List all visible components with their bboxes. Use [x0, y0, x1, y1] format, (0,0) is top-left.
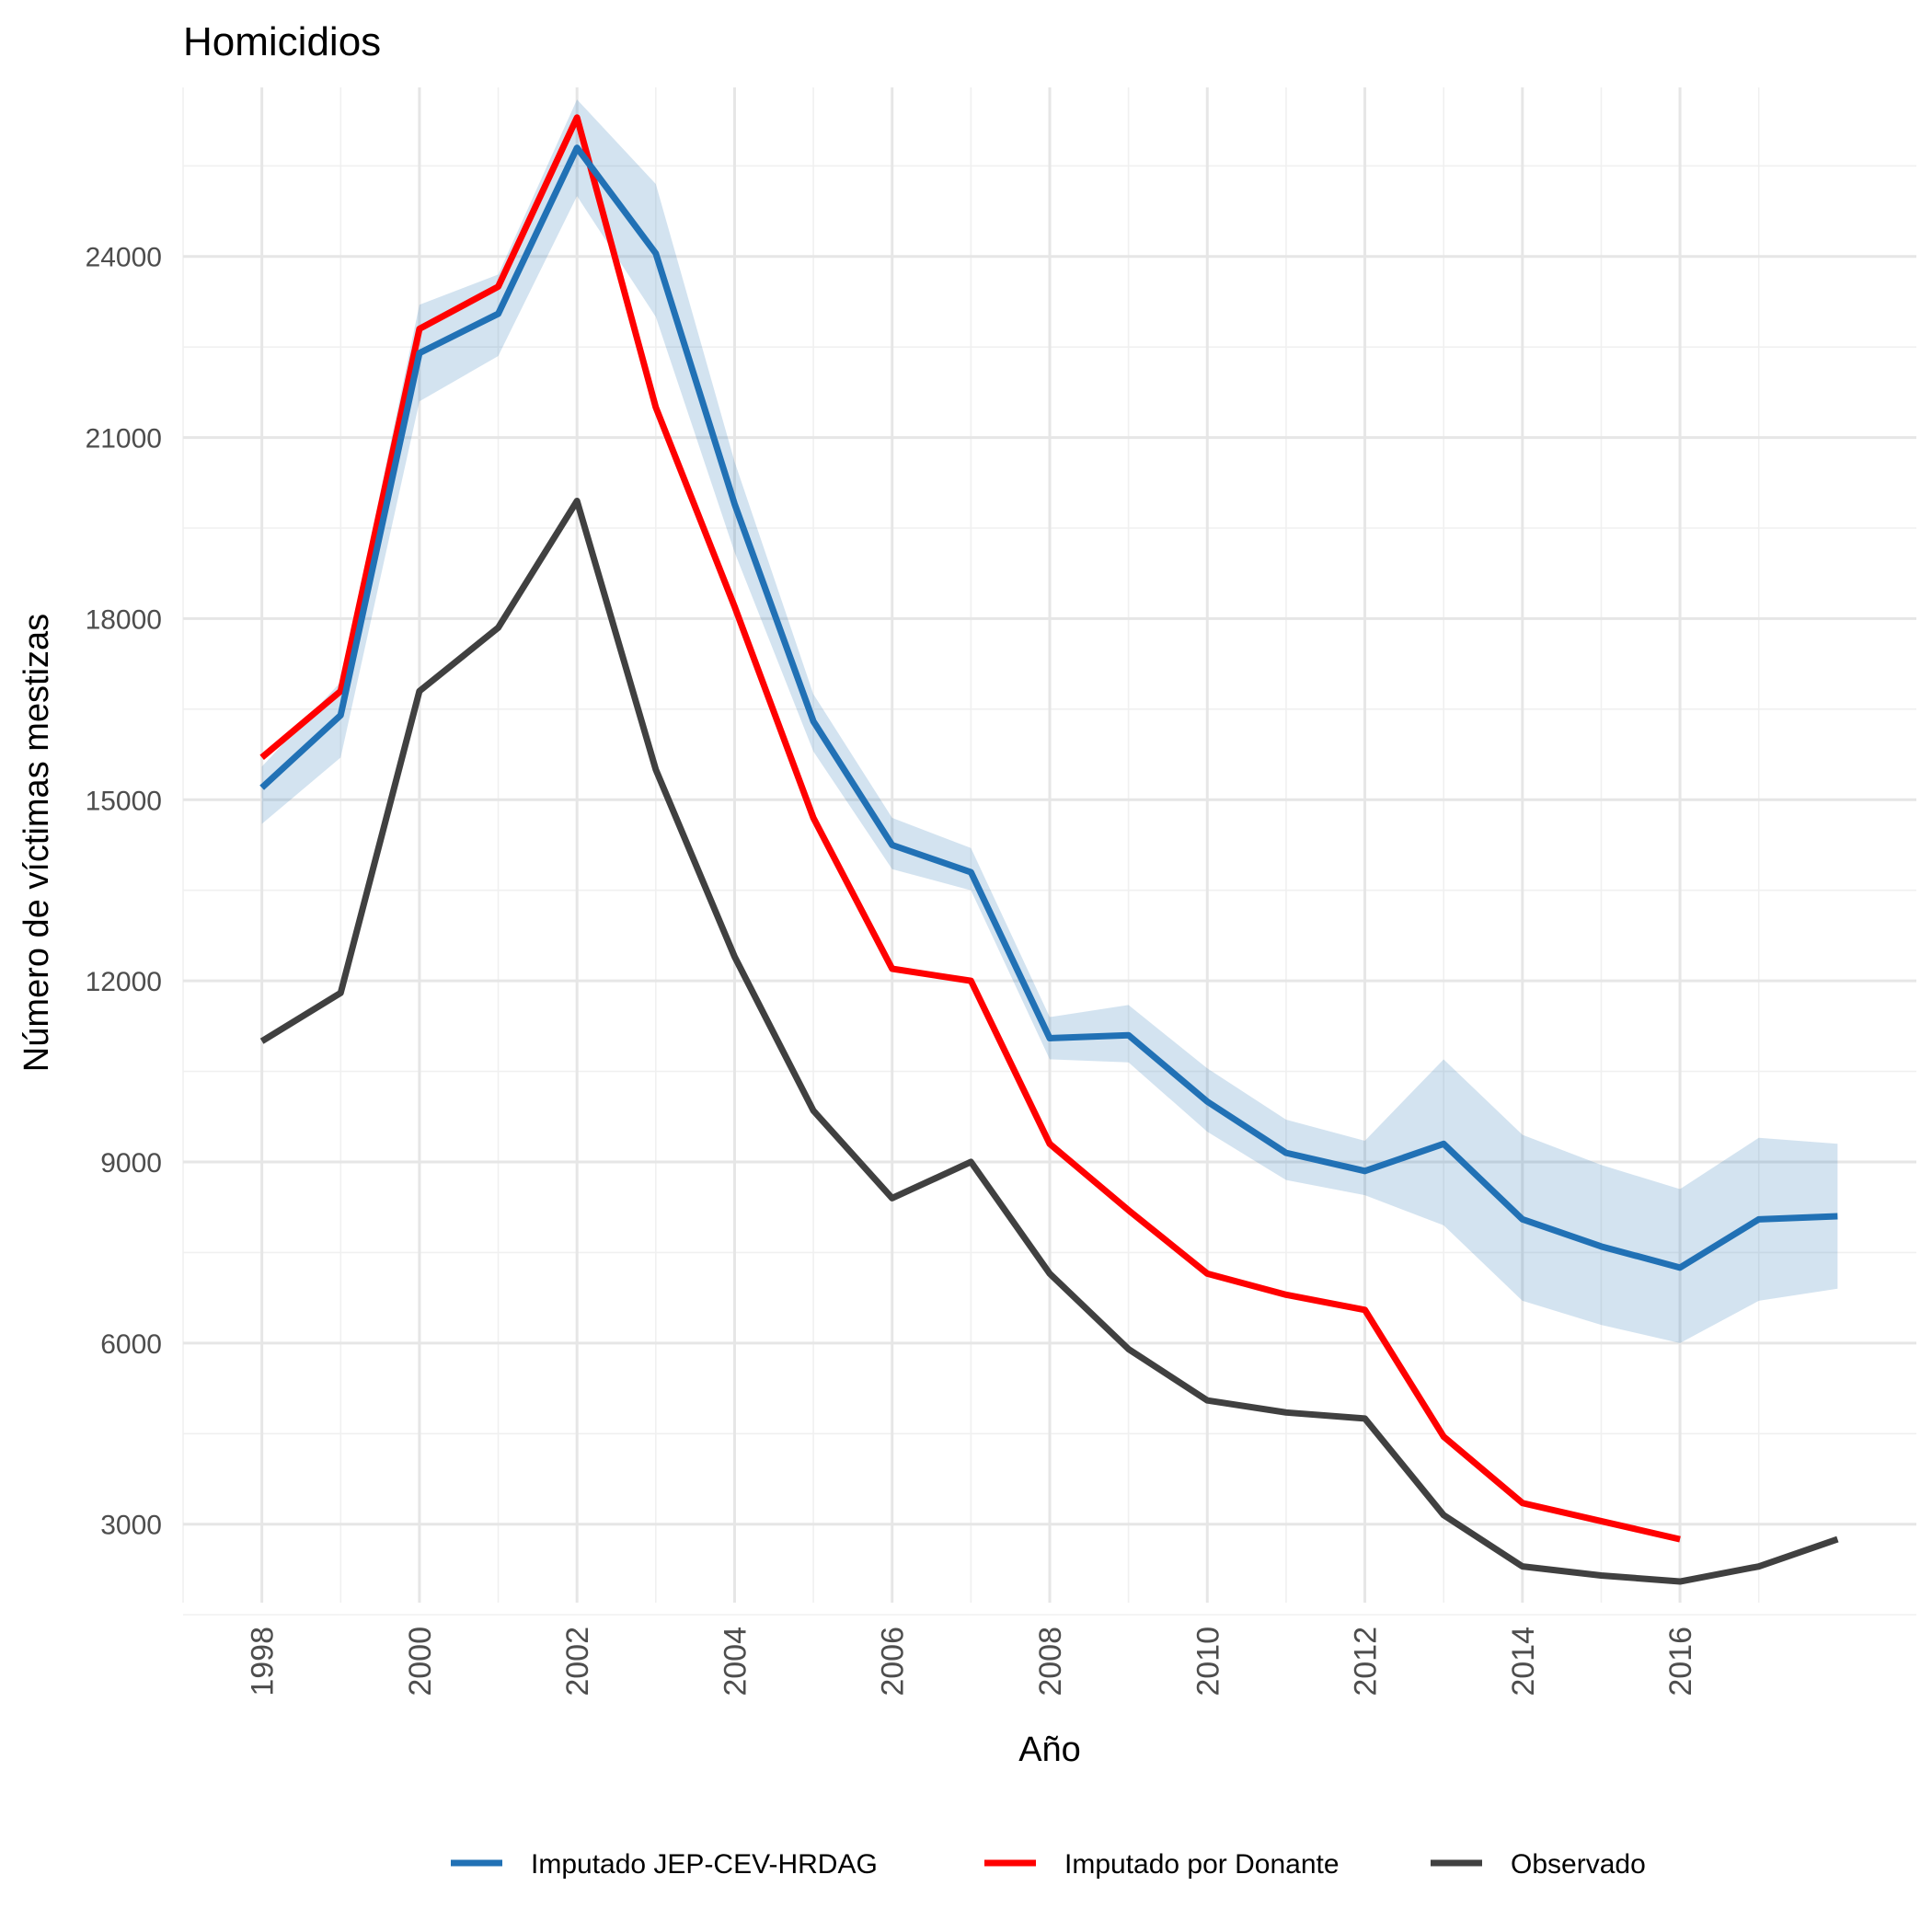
y-tick-label: 24000	[86, 243, 162, 273]
series-line	[259, 114, 1681, 1543]
legend-label: Imputado por Donante	[1064, 1849, 1340, 1880]
y-axis-tick-labels: 3000 6000 9000 12000 15000 18000 21000 24000	[86, 243, 162, 1541]
y-tick-label: 9000	[100, 1148, 162, 1179]
legend-label: Imputado JEP-CEV-HRDAG	[531, 1849, 878, 1880]
x-tick-label: 2008	[1033, 1627, 1068, 1696]
y-tick-label: 6000	[100, 1329, 162, 1360]
x-axis-label: Año	[1018, 1731, 1081, 1769]
y-tick-label: 12000	[86, 967, 162, 997]
x-tick-label: 2006	[876, 1627, 911, 1696]
x-tick-label: 1998	[246, 1627, 281, 1696]
y-tick-label: 18000	[86, 604, 162, 635]
legend-label: Observado	[1511, 1849, 1646, 1880]
y-tick-label: 3000	[100, 1511, 162, 1541]
series-lines	[259, 114, 1839, 1585]
x-tick-label: 2002	[560, 1627, 595, 1696]
x-axis-tick-labels: 1998 2000 2002 2004 2006 2008 2010 2012 2014 2016	[246, 1627, 1698, 1696]
series-line	[259, 497, 1839, 1585]
x-tick-label: 2010	[1190, 1627, 1225, 1696]
confidence-bands	[261, 99, 1838, 1343]
series-line	[259, 144, 1838, 1271]
x-tick-label: 2012	[1349, 1627, 1384, 1696]
y-tick-label: 21000	[86, 424, 162, 454]
x-tick-label: 2000	[403, 1627, 438, 1696]
confidence-band	[261, 99, 1838, 1343]
major-gridlines	[183, 87, 1916, 1603]
y-axis-label: Número de víctimas mestizas	[17, 614, 56, 1072]
x-tick-label: 2016	[1663, 1627, 1698, 1696]
y-tick-label: 15000	[86, 786, 162, 816]
legend: Imputado JEP-CEV-HRDAG Imputado por Donan…	[451, 1849, 1646, 1880]
chart-title: Homicidios	[183, 19, 381, 64]
x-tick-label: 2004	[718, 1627, 753, 1696]
x-tick-label: 2014	[1506, 1627, 1541, 1696]
